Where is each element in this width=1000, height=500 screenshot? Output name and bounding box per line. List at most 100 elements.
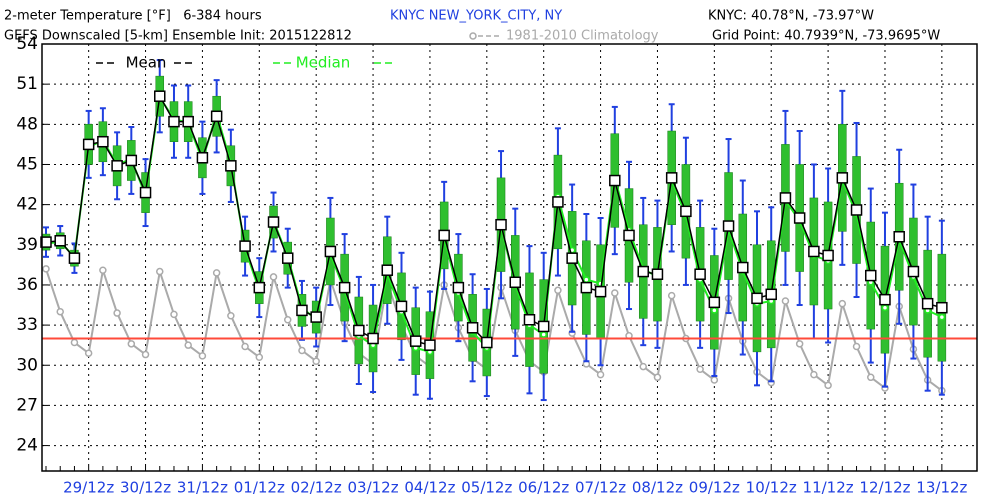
climatology-point [255,353,264,361]
climatology-point [596,370,605,379]
climatology-point [696,365,704,374]
mean-point [623,229,635,242]
climatology-point [838,299,847,308]
mean-point [751,292,763,305]
x-tick-label: 13/12z [916,479,967,497]
mean-point [865,269,877,282]
climatology-point [611,289,619,297]
median-point [938,313,946,321]
climatology-point [852,342,861,351]
climatology-point [127,340,136,348]
mean-point [324,245,337,258]
climatology-point [212,269,221,277]
x-tick-label: 06/12z [518,479,569,497]
series-line [45,94,943,354]
median-point [540,331,547,338]
x-tick-label: 01/12z [234,479,285,497]
climatology-point [710,376,719,384]
x-tick-label: 02/12z [291,479,342,497]
chart-subtitle: GEFS Downscaled [5-km] Ensemble Init: 20… [4,29,352,44]
climatology-point [298,346,306,355]
mean-point [850,204,863,216]
legend-label: 1981-2010 Climatology [506,29,659,44]
mean-point [381,264,394,276]
mean-point [495,218,507,231]
mean-point [808,245,820,258]
x-tick-label: 05/12z [461,479,512,497]
mean-point [836,172,849,184]
y-tick-label: 30 [16,355,38,375]
median-point [583,276,590,283]
mean-point [637,265,649,278]
mean-point [424,339,436,351]
x-tick-label: 04/12z [404,479,455,497]
mean-point [111,160,123,172]
mean-point [722,220,735,232]
mean-point [281,252,294,264]
mean-point [893,231,905,243]
series-line [45,268,943,392]
climatology-point [170,310,178,319]
series-line [45,93,943,347]
y-tick-label: 51 [16,74,38,94]
mean-point [936,301,948,314]
mean-point [125,154,138,167]
mean-point [452,281,465,294]
mean-point [182,115,194,128]
climatology-point [156,267,164,276]
climatology-point [99,266,107,274]
median-point [881,304,889,311]
mean-point [921,297,934,310]
mean-point [225,160,237,172]
mean-point [737,261,749,274]
station-location: KNYC: 40.78°N, -73.97°W [708,9,874,24]
x-tick-label: 31/12z [177,479,228,497]
climatology-point [113,309,121,317]
climatology-point [667,291,676,300]
climatology-point [781,297,790,305]
mean-point [210,110,223,123]
mean-point [168,115,180,128]
legend-marker [469,32,477,40]
mean-point [665,172,678,184]
mean-point [907,265,920,278]
mean-point [680,205,692,218]
mean-point [822,249,834,262]
mean-point [367,332,379,345]
mean-point [296,304,308,317]
x-tick-label: 29/12z [63,479,114,497]
climatology-point [639,362,647,371]
median-point [711,307,718,314]
mean-point [139,186,152,199]
climatology-point [184,341,192,349]
climatology-point [241,342,249,351]
y-tick-label: 36 [16,275,38,295]
mean-point [409,335,422,347]
climatology-point [227,311,235,320]
mean-point [267,216,280,228]
mean-point [694,268,706,280]
mean-point [82,138,95,151]
mean-point [793,212,806,224]
climatology-point [269,273,278,281]
x-tick-label: 12/12z [859,479,910,497]
mean-point [879,293,891,306]
mean-point [552,196,564,208]
mean-point [523,313,536,326]
mean-point [566,252,578,264]
mean-point [54,235,66,247]
x-tick-label: 11/12z [803,479,854,497]
legend-label: Median [296,54,351,72]
mean-point [40,236,52,248]
mean-point [154,90,166,102]
climatology-point [141,350,150,359]
mean-point [580,281,593,294]
mean-point [708,296,721,309]
x-tick-label: 10/12z [746,479,797,497]
station-name: KNYC NEW_YORK_CITY, NY [390,9,562,24]
y-tick-label: 27 [16,395,38,415]
mean-point [509,276,522,289]
mean-point [438,229,450,242]
legend-label: Mean [126,54,167,72]
climatology-point [198,352,207,360]
